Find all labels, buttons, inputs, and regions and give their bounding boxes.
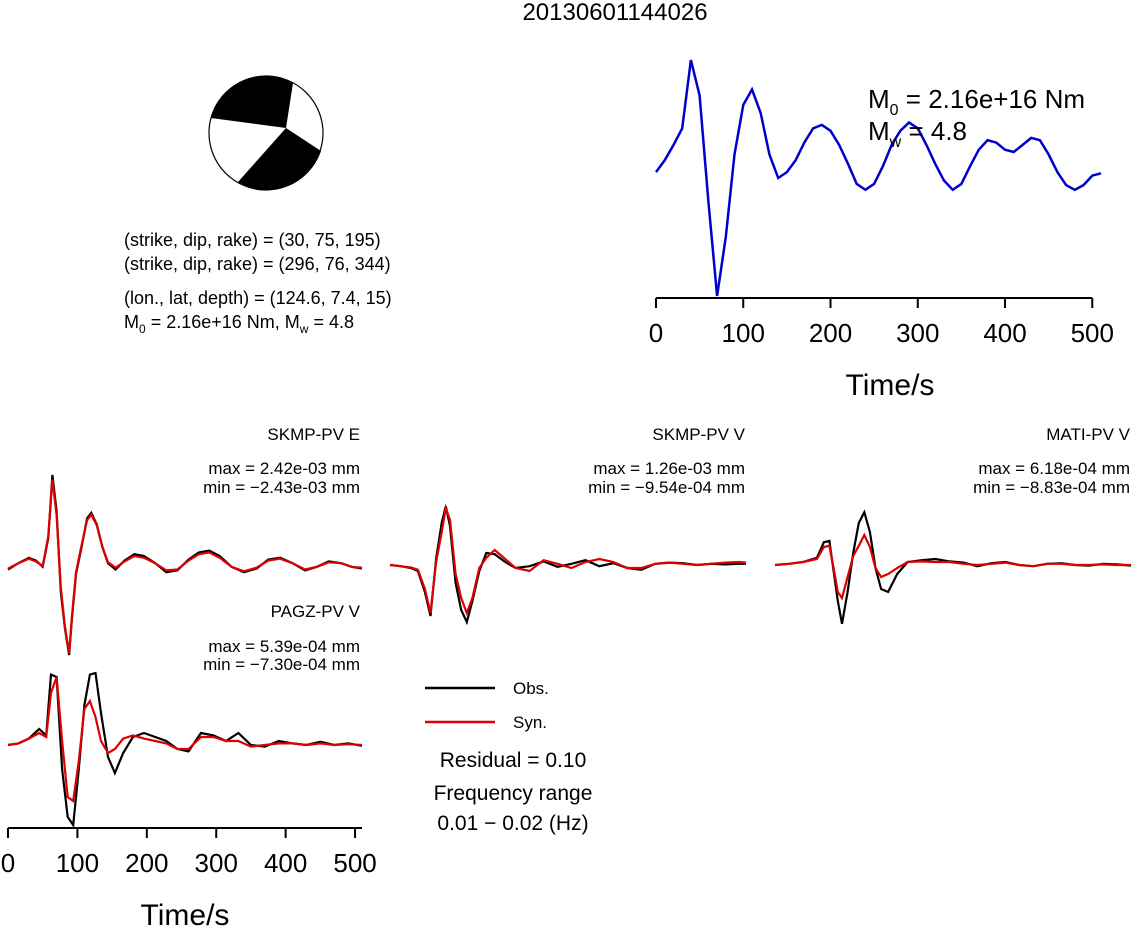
stf-tick-label: 100 <box>722 318 765 348</box>
station-label: PAGZ-PV V <box>271 602 361 621</box>
bottom-tick-label: 200 <box>125 848 168 878</box>
legend-syn-label: Syn. <box>513 713 547 732</box>
station-waveforms <box>7 671 363 829</box>
station-max: max = 1.26e-03 mm <box>593 459 745 478</box>
location-depth-line: (lon., lat, depth) = (124.6, 7.4, 15) <box>124 288 392 308</box>
station-panel-pagz-v: PAGZ-PV V max = 5.39e-04 mm min = −7.30e… <box>7 602 363 829</box>
bottom-tick-label: 300 <box>195 848 238 878</box>
legend-obs-label: Obs. <box>513 679 549 698</box>
station-max: max = 6.18e-04 mm <box>978 459 1130 478</box>
stf-x-axis-label: Time/s <box>846 369 935 402</box>
stf-tick-label: 200 <box>809 318 852 348</box>
bottom-tick-label: 0 <box>1 848 15 878</box>
frequency-range-label: Frequency range <box>434 782 593 805</box>
bottom-tick-label: 400 <box>264 848 307 878</box>
stf-tick-label: 500 <box>1071 318 1114 348</box>
station-waveforms <box>774 509 1132 624</box>
stf-tick-label: 400 <box>983 318 1026 348</box>
bottom-tick-label: 500 <box>333 848 376 878</box>
synthetic-waveform <box>7 676 363 803</box>
strike-dip-rake-line-2: (strike, dip, rake) = (296, 76, 344) <box>124 254 391 274</box>
station-max: max = 2.42e-03 mm <box>208 459 360 478</box>
beachball-compressional-quadrant <box>211 76 293 128</box>
bottom-x-axis-label: Time/s <box>141 899 230 928</box>
stf-moment-label: M0 = 2.16e+16 Nm <box>868 84 1085 119</box>
strike-dip-rake-line-1: (strike, dip, rake) = (30, 75, 195) <box>124 230 381 250</box>
stf-tick-label: 0 <box>649 318 663 348</box>
station-panel-mati-v: MATI-PV V max = 6.18e-04 mm min = −8.83e… <box>774 425 1132 624</box>
figure-title: 20130601144026 <box>522 0 707 26</box>
synthetic-waveform <box>774 532 1131 601</box>
station-label: MATI-PV V <box>1046 425 1130 444</box>
station-waveforms <box>7 474 363 656</box>
beachball-compressional-quadrant <box>238 128 321 190</box>
observed-waveform <box>7 474 363 656</box>
bottom-tick-label: 100 <box>56 848 99 878</box>
station-panel-skmp-v: SKMP-PV V max = 1.26e-03 mm min = −9.54e… <box>389 425 747 626</box>
station-waveforms <box>389 503 747 626</box>
station-min: min = −2.43e-03 mm <box>203 478 360 497</box>
synthetic-waveform <box>389 503 747 617</box>
station-panel-skmp-e: SKMP-PV E max = 2.42e-03 mm min = −2.43e… <box>7 425 363 656</box>
bottom-x-ticks: 0 100 200 300 400 500 <box>1 828 377 878</box>
observed-waveform <box>774 509 1132 624</box>
station-min: min = −8.83e-04 mm <box>973 478 1130 497</box>
station-label: SKMP-PV V <box>652 425 745 444</box>
moment-magnitude-line: M0 = 2.16e+16 Nm, Mw = 4.8 <box>124 312 354 336</box>
stf-series-line <box>654 59 1102 297</box>
station-min: min = −9.54e-04 mm <box>588 478 745 497</box>
station-max: max = 5.39e-04 mm <box>208 637 360 656</box>
station-min: min = −7.30e-04 mm <box>203 655 360 674</box>
synthetic-waveform <box>7 479 363 654</box>
residual-label: Residual = 0.10 <box>440 749 587 772</box>
stf-x-ticks: 0 100 200 300 400 500 <box>649 298 1114 348</box>
frequency-range-value: 0.01 − 0.02 (Hz) <box>437 812 588 835</box>
stf-tick-label: 300 <box>896 318 939 348</box>
beachball-icon <box>208 75 324 191</box>
legend: Obs. Syn. Residual = 0.10 Frequency rang… <box>425 679 592 835</box>
source-time-function-plot: 0 100 200 300 400 500 Time/s M0 = 2.16e+16 Nm… <box>649 59 1114 402</box>
stf-magnitude-label: Mw = 4.8 <box>868 116 967 151</box>
station-label: SKMP-PV E <box>267 425 360 444</box>
